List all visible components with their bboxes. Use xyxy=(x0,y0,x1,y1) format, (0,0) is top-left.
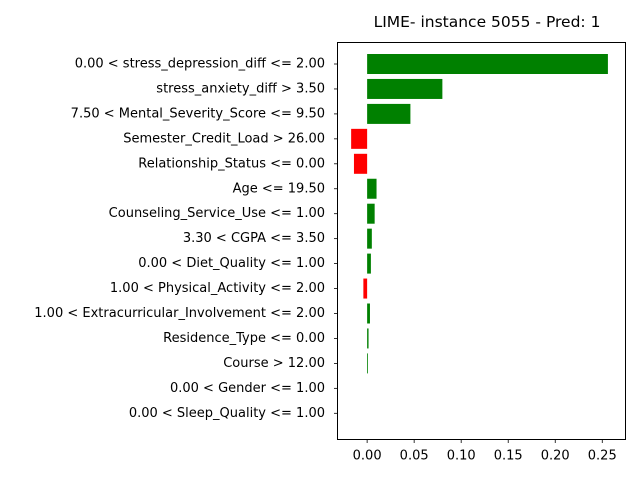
bar-3 xyxy=(367,103,411,124)
feature-label-10: 1.00 < Physical_Activity <= 2.00 xyxy=(110,281,325,296)
feature-label-7: Counseling_Service_Use <= 1.00 xyxy=(109,206,325,221)
bar-5 xyxy=(353,153,368,174)
feature-label-11: 1.00 < Extracurricular_Involvement <= 2.… xyxy=(34,306,325,321)
bar-8 xyxy=(367,228,372,249)
plot-frame xyxy=(337,42,626,440)
x-tick-label-3: 0.10 xyxy=(447,449,476,464)
x-tick-label-1: 0.00 xyxy=(353,449,382,464)
feature-label-4: Semester_Credit_Load > 26.00 xyxy=(123,131,325,146)
bar-2 xyxy=(367,78,443,99)
feature-label-1: 0.00 < stress_depression_diff <= 2.00 xyxy=(75,57,325,72)
bar-10 xyxy=(363,278,368,299)
bar-1 xyxy=(367,54,608,74)
bar-13 xyxy=(367,353,368,374)
feature-label-12: Residence_Type <= 0.00 xyxy=(163,331,325,346)
chart-title: LIME- instance 5055 - Pred: 1 xyxy=(374,13,601,31)
feature-label-14: 0.00 < Gender <= 1.00 xyxy=(170,381,325,396)
bar-6 xyxy=(367,178,377,199)
feature-label-13: Course > 12.00 xyxy=(223,356,325,371)
feature-label-8: 3.30 < CGPA <= 3.50 xyxy=(183,231,325,246)
bar-7 xyxy=(367,203,375,224)
feature-label-9: 0.00 < Diet_Quality <= 1.00 xyxy=(138,256,325,271)
bar-9 xyxy=(367,253,371,274)
bar-11 xyxy=(367,303,370,324)
feature-label-15: 0.00 < Sleep_Quality <= 1.00 xyxy=(129,406,325,421)
x-tick-label-6: 0.25 xyxy=(588,449,617,464)
x-axis: 0.00 0.05 0.10 0.15 0.20 0.25 xyxy=(353,439,617,464)
bar-12 xyxy=(367,328,369,349)
x-tick-label-5: 0.20 xyxy=(541,449,570,464)
x-tick-label-4: 0.15 xyxy=(494,449,523,464)
bars-layer xyxy=(351,54,608,374)
feature-labels: 0.00 < stress_depression_diff <= 2.00 str… xyxy=(34,57,338,421)
feature-label-6: Age <= 19.50 xyxy=(233,181,325,196)
feature-label-3: 7.50 < Mental_Severity_Score <= 9.50 xyxy=(71,106,325,121)
feature-label-5: Relationship_Status <= 0.00 xyxy=(138,156,325,171)
bar-4 xyxy=(351,128,368,149)
x-tick-label-2: 0.05 xyxy=(400,449,429,464)
feature-label-2: stress_anxiety_diff > 3.50 xyxy=(156,81,325,96)
